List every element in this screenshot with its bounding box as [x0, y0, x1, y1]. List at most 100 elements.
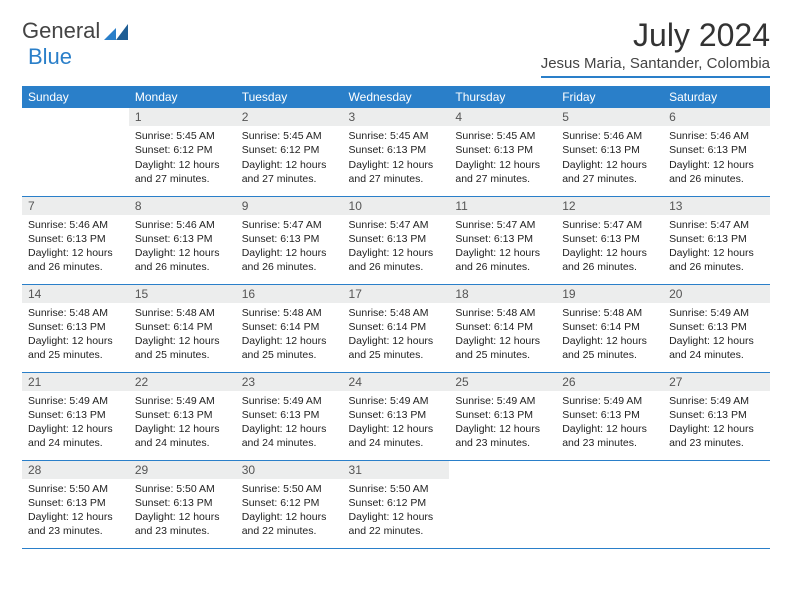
- calendar-day-cell: 5Sunrise: 5:46 AMSunset: 6:13 PMDaylight…: [556, 108, 663, 196]
- day-number: 9: [236, 197, 343, 215]
- calendar-week-row: 21Sunrise: 5:49 AMSunset: 6:13 PMDayligh…: [22, 372, 770, 460]
- day-content: Sunrise: 5:48 AMSunset: 6:14 PMDaylight:…: [343, 303, 450, 366]
- day-content: Sunrise: 5:47 AMSunset: 6:13 PMDaylight:…: [236, 215, 343, 278]
- day-content: Sunrise: 5:50 AMSunset: 6:12 PMDaylight:…: [236, 479, 343, 542]
- day-number: 1: [129, 108, 236, 126]
- weekday-header: Sunday: [22, 86, 129, 108]
- day-number: 12: [556, 197, 663, 215]
- calendar-table: Sunday Monday Tuesday Wednesday Thursday…: [22, 86, 770, 549]
- day-content: Sunrise: 5:47 AMSunset: 6:13 PMDaylight:…: [663, 215, 770, 278]
- day-number: 11: [449, 197, 556, 215]
- day-content: Sunrise: 5:49 AMSunset: 6:13 PMDaylight:…: [449, 391, 556, 454]
- page-subtitle: Jesus Maria, Santander, Colombia: [541, 55, 770, 78]
- day-number: 18: [449, 285, 556, 303]
- day-number: 8: [129, 197, 236, 215]
- day-content: Sunrise: 5:45 AMSunset: 6:13 PMDaylight:…: [343, 126, 450, 189]
- day-content: Sunrise: 5:49 AMSunset: 6:13 PMDaylight:…: [129, 391, 236, 454]
- day-number: 3: [343, 108, 450, 126]
- title-block: July 2024 Jesus Maria, Santander, Colomb…: [541, 18, 770, 78]
- calendar-day-cell: [663, 460, 770, 548]
- day-content: Sunrise: 5:45 AMSunset: 6:12 PMDaylight:…: [236, 126, 343, 189]
- day-number: 31: [343, 461, 450, 479]
- calendar-week-row: 1Sunrise: 5:45 AMSunset: 6:12 PMDaylight…: [22, 108, 770, 196]
- weekday-header: Wednesday: [343, 86, 450, 108]
- day-number: 13: [663, 197, 770, 215]
- calendar-day-cell: 3Sunrise: 5:45 AMSunset: 6:13 PMDaylight…: [343, 108, 450, 196]
- calendar-day-cell: 16Sunrise: 5:48 AMSunset: 6:14 PMDayligh…: [236, 284, 343, 372]
- day-number: 21: [22, 373, 129, 391]
- calendar-day-cell: 2Sunrise: 5:45 AMSunset: 6:12 PMDaylight…: [236, 108, 343, 196]
- calendar-day-cell: 28Sunrise: 5:50 AMSunset: 6:13 PMDayligh…: [22, 460, 129, 548]
- page-title: July 2024: [541, 18, 770, 53]
- day-content: Sunrise: 5:47 AMSunset: 6:13 PMDaylight:…: [449, 215, 556, 278]
- day-number: 28: [22, 461, 129, 479]
- day-content: Sunrise: 5:49 AMSunset: 6:13 PMDaylight:…: [556, 391, 663, 454]
- logo-text-1: General: [22, 18, 100, 44]
- day-number: 14: [22, 285, 129, 303]
- day-content: Sunrise: 5:45 AMSunset: 6:12 PMDaylight:…: [129, 126, 236, 189]
- day-number: 16: [236, 285, 343, 303]
- calendar-day-cell: 20Sunrise: 5:49 AMSunset: 6:13 PMDayligh…: [663, 284, 770, 372]
- calendar-day-cell: 14Sunrise: 5:48 AMSunset: 6:13 PMDayligh…: [22, 284, 129, 372]
- calendar-day-cell: [556, 460, 663, 548]
- day-number: 30: [236, 461, 343, 479]
- calendar-day-cell: 22Sunrise: 5:49 AMSunset: 6:13 PMDayligh…: [129, 372, 236, 460]
- page-header: General July 2024 Jesus Maria, Santander…: [22, 18, 770, 78]
- day-content: Sunrise: 5:47 AMSunset: 6:13 PMDaylight:…: [556, 215, 663, 278]
- day-content: Sunrise: 5:48 AMSunset: 6:14 PMDaylight:…: [556, 303, 663, 366]
- day-content: Sunrise: 5:46 AMSunset: 6:13 PMDaylight:…: [663, 126, 770, 189]
- day-content: Sunrise: 5:48 AMSunset: 6:14 PMDaylight:…: [449, 303, 556, 366]
- calendar-day-cell: 30Sunrise: 5:50 AMSunset: 6:12 PMDayligh…: [236, 460, 343, 548]
- calendar-day-cell: 17Sunrise: 5:48 AMSunset: 6:14 PMDayligh…: [343, 284, 450, 372]
- calendar-day-cell: 23Sunrise: 5:49 AMSunset: 6:13 PMDayligh…: [236, 372, 343, 460]
- calendar-day-cell: 13Sunrise: 5:47 AMSunset: 6:13 PMDayligh…: [663, 196, 770, 284]
- calendar-week-row: 7Sunrise: 5:46 AMSunset: 6:13 PMDaylight…: [22, 196, 770, 284]
- day-content: Sunrise: 5:46 AMSunset: 6:13 PMDaylight:…: [556, 126, 663, 189]
- day-content: Sunrise: 5:46 AMSunset: 6:13 PMDaylight:…: [22, 215, 129, 278]
- day-number: 4: [449, 108, 556, 126]
- weekday-header: Tuesday: [236, 86, 343, 108]
- day-number: 19: [556, 285, 663, 303]
- day-number: 6: [663, 108, 770, 126]
- calendar-day-cell: 29Sunrise: 5:50 AMSunset: 6:13 PMDayligh…: [129, 460, 236, 548]
- calendar-day-cell: 10Sunrise: 5:47 AMSunset: 6:13 PMDayligh…: [343, 196, 450, 284]
- logo-icon: [104, 22, 128, 40]
- calendar-day-cell: 19Sunrise: 5:48 AMSunset: 6:14 PMDayligh…: [556, 284, 663, 372]
- day-content: Sunrise: 5:49 AMSunset: 6:13 PMDaylight:…: [236, 391, 343, 454]
- calendar-day-cell: 4Sunrise: 5:45 AMSunset: 6:13 PMDaylight…: [449, 108, 556, 196]
- logo-text-2: Blue: [28, 44, 72, 70]
- day-content: Sunrise: 5:48 AMSunset: 6:14 PMDaylight:…: [236, 303, 343, 366]
- day-number: 10: [343, 197, 450, 215]
- day-number: 27: [663, 373, 770, 391]
- day-content: Sunrise: 5:46 AMSunset: 6:13 PMDaylight:…: [129, 215, 236, 278]
- day-number: 24: [343, 373, 450, 391]
- calendar-day-cell: 15Sunrise: 5:48 AMSunset: 6:14 PMDayligh…: [129, 284, 236, 372]
- calendar-day-cell: 24Sunrise: 5:49 AMSunset: 6:13 PMDayligh…: [343, 372, 450, 460]
- day-content: Sunrise: 5:50 AMSunset: 6:13 PMDaylight:…: [22, 479, 129, 542]
- day-content: Sunrise: 5:49 AMSunset: 6:13 PMDaylight:…: [663, 303, 770, 366]
- calendar-day-cell: 31Sunrise: 5:50 AMSunset: 6:12 PMDayligh…: [343, 460, 450, 548]
- day-content: Sunrise: 5:45 AMSunset: 6:13 PMDaylight:…: [449, 126, 556, 189]
- calendar-week-row: 28Sunrise: 5:50 AMSunset: 6:13 PMDayligh…: [22, 460, 770, 548]
- calendar-day-cell: 9Sunrise: 5:47 AMSunset: 6:13 PMDaylight…: [236, 196, 343, 284]
- weekday-header: Saturday: [663, 86, 770, 108]
- weekday-header: Thursday: [449, 86, 556, 108]
- day-number: 22: [129, 373, 236, 391]
- day-number: 15: [129, 285, 236, 303]
- calendar-day-cell: [22, 108, 129, 196]
- calendar-day-cell: [449, 460, 556, 548]
- calendar-day-cell: 27Sunrise: 5:49 AMSunset: 6:13 PMDayligh…: [663, 372, 770, 460]
- day-content: Sunrise: 5:49 AMSunset: 6:13 PMDaylight:…: [22, 391, 129, 454]
- day-number: 20: [663, 285, 770, 303]
- day-number: 23: [236, 373, 343, 391]
- calendar-day-cell: 6Sunrise: 5:46 AMSunset: 6:13 PMDaylight…: [663, 108, 770, 196]
- calendar-day-cell: 26Sunrise: 5:49 AMSunset: 6:13 PMDayligh…: [556, 372, 663, 460]
- day-content: Sunrise: 5:49 AMSunset: 6:13 PMDaylight:…: [663, 391, 770, 454]
- weekday-header: Monday: [129, 86, 236, 108]
- day-content: Sunrise: 5:47 AMSunset: 6:13 PMDaylight:…: [343, 215, 450, 278]
- day-number: 5: [556, 108, 663, 126]
- weekday-header: Friday: [556, 86, 663, 108]
- calendar-day-cell: 12Sunrise: 5:47 AMSunset: 6:13 PMDayligh…: [556, 196, 663, 284]
- day-content: Sunrise: 5:50 AMSunset: 6:12 PMDaylight:…: [343, 479, 450, 542]
- day-content: Sunrise: 5:50 AMSunset: 6:13 PMDaylight:…: [129, 479, 236, 542]
